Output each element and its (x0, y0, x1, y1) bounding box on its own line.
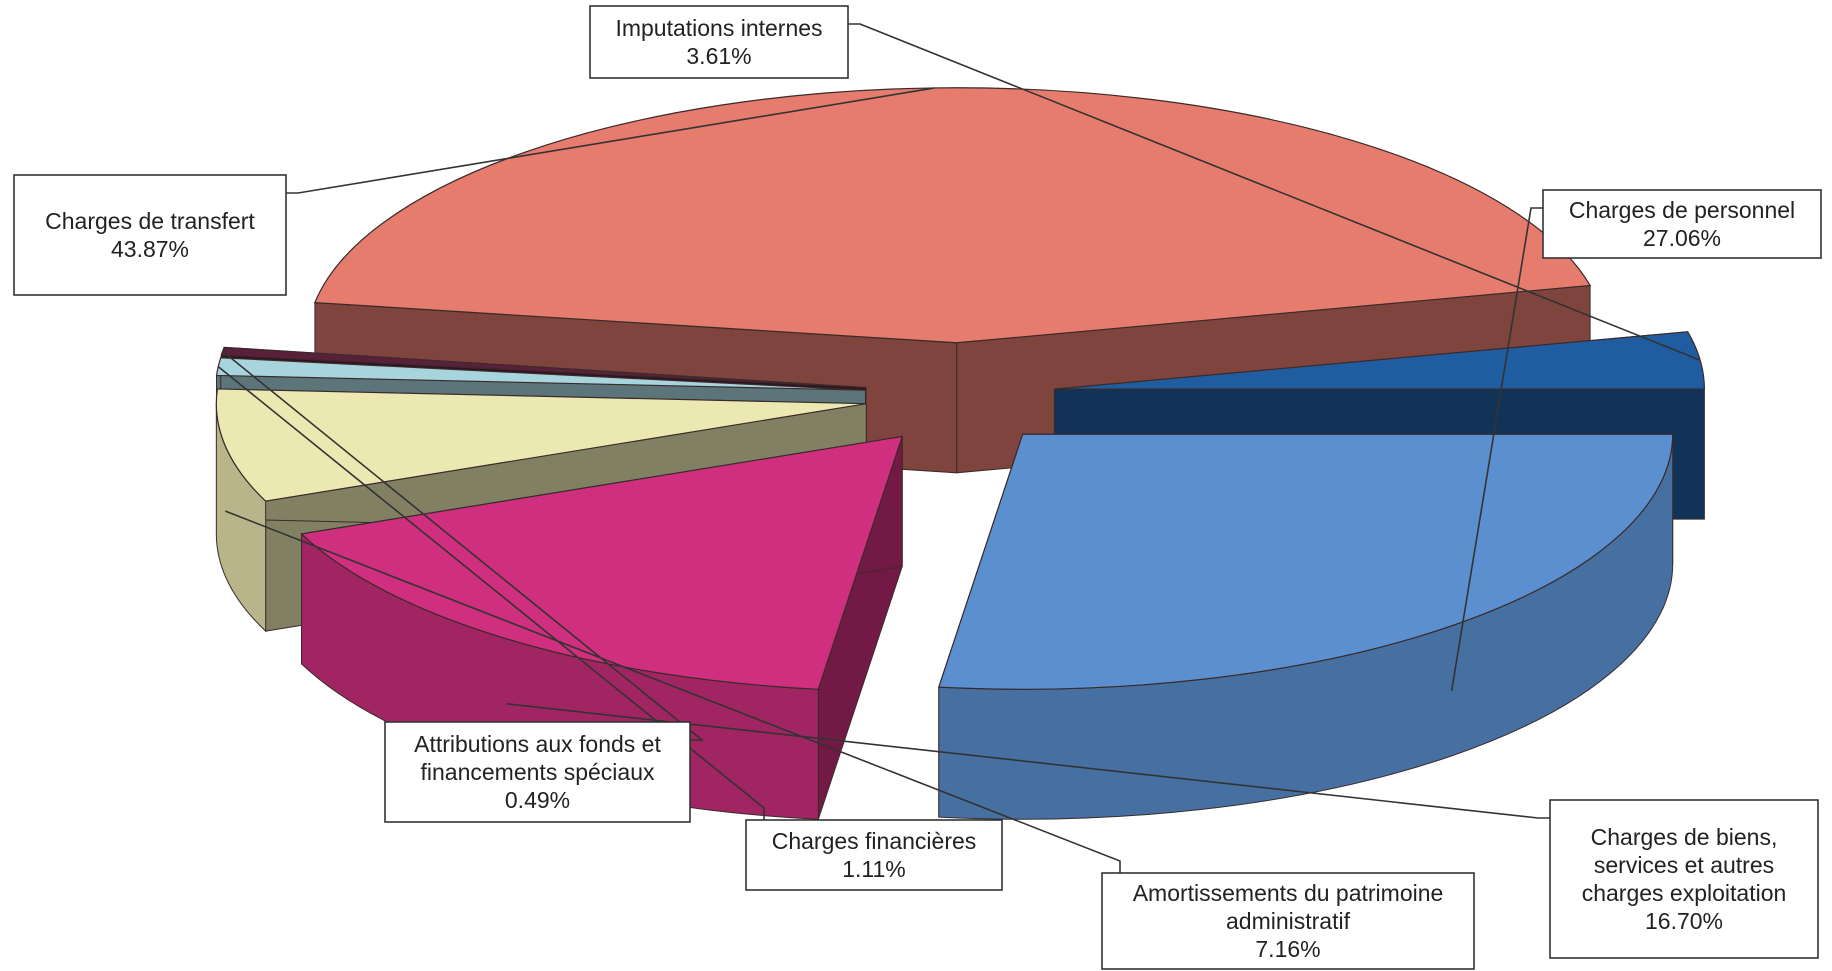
slice-name-label: financements spéciaux (421, 759, 655, 785)
label-box (1549, 799, 1819, 959)
slice-name-label: Amortissements du patrimoine (1133, 880, 1444, 906)
pie-slice-top (215, 388, 867, 502)
leader-line (225, 510, 1121, 873)
leader-line (217, 365, 765, 820)
label-box (745, 819, 1003, 891)
slice-name-label: administratif (1226, 908, 1351, 934)
slice-percent-label: 16.70% (1645, 908, 1723, 934)
pie-slice-top (300, 435, 904, 690)
slice-percent-label: 7.16% (1255, 936, 1320, 962)
label-box (589, 5, 849, 79)
slice-name-label: Charges de transfert (45, 208, 255, 234)
slice-name-label: Charges de personnel (1569, 197, 1795, 223)
slice-label: Charges de biens,services et autrescharg… (1549, 799, 1819, 959)
label-box (13, 174, 287, 296)
slice-name-label: charges exploitation (1582, 880, 1787, 906)
leader-line (1450, 207, 1543, 691)
pie-slice-top (215, 357, 866, 391)
leader-line (848, 23, 1701, 361)
slice-percent-label: 43.87% (111, 236, 189, 262)
slice-name-label: Imputations internes (615, 15, 822, 41)
leader-line (222, 350, 705, 741)
label-box (1101, 872, 1475, 970)
leader-lines-layer (217, 23, 1701, 873)
leader-line (506, 703, 1550, 819)
slice-percent-label: 27.06% (1643, 225, 1721, 251)
slice-percent-label: 0.49% (505, 787, 570, 813)
slices-layer (215, 87, 1705, 820)
pie-slice-top (937, 433, 1674, 690)
slice-label: Amortissements du patrimoineadministrati… (1101, 872, 1475, 970)
label-box (384, 721, 691, 823)
slice-name-label: Attributions aux fonds et (414, 731, 661, 757)
slice-percent-label: 1.11% (842, 856, 906, 882)
leader-line (286, 87, 935, 194)
slice-name-label: Charges financières (772, 828, 977, 854)
pie-slice (937, 433, 1674, 820)
pie-slice-top (220, 346, 867, 389)
slice-name-label: services et autres (1594, 852, 1774, 878)
label-box (1542, 189, 1822, 259)
slice-name-label: Charges de biens, (1591, 824, 1778, 850)
slice-percent-label: 3.61% (686, 43, 751, 69)
